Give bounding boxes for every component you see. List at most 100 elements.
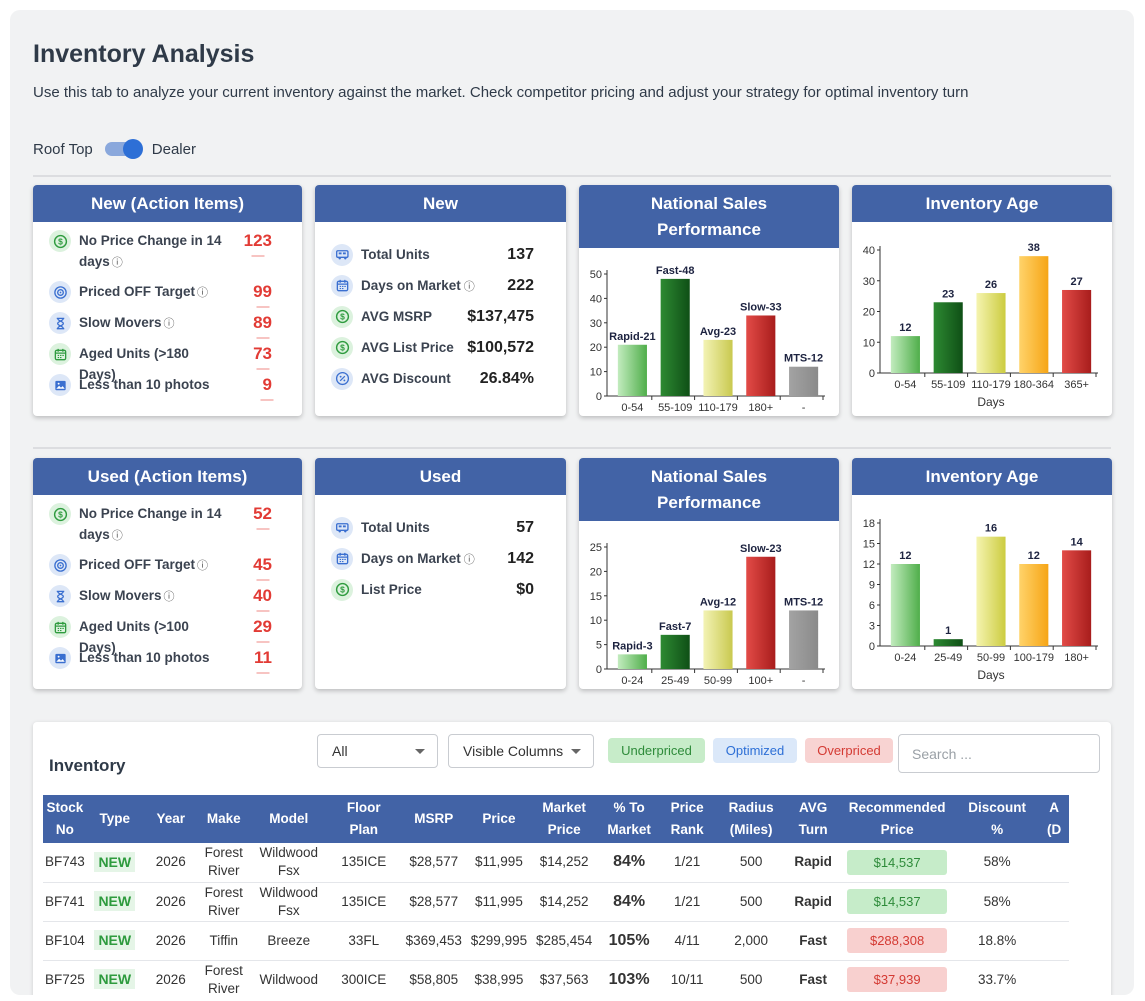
y-tick-label: 40 (590, 293, 602, 305)
table-row[interactable]: BF743 NEW 2026 Forest River Wildwood Fsx 135ICE… (43, 843, 1070, 883)
recommended-price-badge[interactable]: $14,537 (847, 849, 948, 875)
info-icon[interactable]: ⓘ (111, 257, 123, 269)
truncated-cell (1039, 921, 1070, 961)
chart-bar[interactable] (1062, 289, 1092, 373)
inventory-analysis-page: Inventory Analysis Use this tab to analy… (10, 10, 1134, 995)
bar-data-label: MTS-12 (784, 596, 823, 608)
column-header[interactable]: Recommended Price (839, 795, 956, 843)
column-header[interactable]: A (D (1039, 795, 1070, 843)
target-icon (49, 554, 71, 576)
chart-bar[interactable] (617, 654, 647, 669)
column-header[interactable]: Price (468, 795, 530, 843)
action-item-row[interactable]: Less than 10 photos 11 (49, 647, 286, 678)
stock-number-link[interactable]: BF725 (43, 960, 87, 995)
image-icon (49, 374, 71, 396)
column-header[interactable]: AVG Turn (787, 795, 840, 843)
action-item-count[interactable]: 89 (253, 313, 272, 332)
visible-columns-button[interactable]: Visible Columns (448, 734, 594, 768)
column-header[interactable]: Floor Plan (328, 795, 399, 843)
stock-number-link[interactable]: BF743 (43, 843, 87, 883)
chart-bar[interactable] (1062, 550, 1092, 646)
info-icon[interactable]: ⓘ (197, 287, 209, 299)
column-header[interactable]: Discount% (955, 795, 1040, 843)
chart-bar[interactable] (933, 302, 963, 373)
year-cell: 2026 (142, 882, 199, 922)
truncated-cell (1039, 960, 1070, 995)
action-item-count[interactable]: 99 (253, 282, 272, 301)
action-item-row[interactable]: Aged Units (>100 Days) 29 (49, 616, 286, 655)
action-item-count[interactable]: 40 (253, 586, 272, 605)
info-icon[interactable]: ⓘ (163, 318, 175, 330)
column-header[interactable]: Make (198, 795, 249, 843)
search-input[interactable]: Search ... (898, 734, 1100, 773)
action-item-row[interactable]: Priced OFF Target ⓘ 45 (49, 554, 286, 585)
rooftop-dealer-switch[interactable] (104, 139, 143, 159)
action-item-row[interactable]: Slow Movers ⓘ 40 (49, 585, 286, 616)
cell-text: Fsx (277, 863, 300, 879)
chart-bar[interactable] (746, 315, 776, 396)
info-icon[interactable]: ⓘ (163, 591, 175, 603)
column-header[interactable]: % To Market (599, 795, 660, 843)
column-header[interactable]: MSRP (398, 795, 469, 843)
column-header[interactable]: Type (86, 795, 143, 843)
recommended-price-badge[interactable]: $37,939 (847, 967, 948, 992)
stock-number-link[interactable]: BF104 (43, 921, 87, 961)
msrp-cell: $58,805 (398, 960, 469, 995)
chart-bar[interactable] (976, 536, 1006, 646)
action-item-row[interactable]: $ No Price Change in 14 days ⓘ 52 (49, 503, 286, 554)
chart-bar[interactable] (746, 556, 776, 669)
chart-bar[interactable] (789, 366, 819, 396)
column-header[interactable]: Year (142, 795, 199, 843)
table-row[interactable]: BF104 NEW 2026 Tiffin Breeze 33FL $369,453 $299… (43, 921, 1070, 961)
column-header[interactable]: Model (248, 795, 329, 843)
summary-value: 57 (516, 518, 534, 536)
msrp-cell: $28,577 (398, 882, 469, 922)
column-header[interactable]: Price Rank (659, 795, 716, 843)
stock-number-link[interactable]: BF741 (43, 882, 87, 922)
column-header[interactable]: Market Price (529, 795, 600, 843)
action-item-row[interactable]: Slow Movers ⓘ 89 (49, 312, 286, 343)
action-item-row[interactable]: $ No Price Change in 14 days ⓘ 123 (49, 230, 286, 281)
chart-bar[interactable] (976, 293, 1006, 373)
chart-bar[interactable] (703, 610, 733, 669)
recommended-price-badge[interactable]: $14,537 (847, 889, 948, 914)
action-item-count[interactable]: 45 (253, 555, 272, 574)
action-item-count[interactable]: 11 (254, 648, 272, 667)
recommended-price-badge[interactable]: $288,308 (847, 928, 948, 953)
type-filter-select[interactable]: All (317, 734, 438, 768)
chart-bar[interactable] (617, 344, 647, 396)
action-item-count[interactable]: 29 (253, 617, 272, 636)
table-row[interactable]: BF725 NEW 2026 Forest River Wildwood 300ICE $58… (43, 960, 1070, 995)
chart-bar[interactable] (703, 339, 733, 396)
chart-bar[interactable] (660, 278, 690, 396)
table-row[interactable]: BF741 NEW 2026 Forest River Wildwood Fsx 135ICE… (43, 882, 1070, 922)
column-header[interactable]: Stock No (43, 795, 87, 843)
model-cell: Wildwood Fsx (248, 843, 329, 883)
info-icon[interactable]: ⓘ (463, 280, 475, 293)
chart-bar[interactable] (890, 564, 920, 646)
action-item-count[interactable]: 73 (253, 344, 272, 363)
chart-bar[interactable] (890, 336, 920, 373)
action-item-count[interactable]: 9 (262, 375, 272, 394)
bar-data-label: Rapid-21 (609, 331, 655, 343)
action-item-label: No Price Change in 14 days ⓘ (79, 506, 222, 542)
column-header-text: Market (542, 800, 586, 815)
recommended-price-cell: $14,537 (839, 882, 956, 922)
action-item-count[interactable]: 123 (243, 231, 272, 250)
info-icon[interactable]: ⓘ (197, 560, 209, 572)
info-icon[interactable]: ⓘ (463, 553, 475, 566)
column-header[interactable]: Radius (Miles) (715, 795, 788, 843)
chart-bar[interactable] (1019, 256, 1049, 373)
action-item-row[interactable]: Aged Units (>180 Days) 73 (49, 343, 286, 382)
chart-bar[interactable] (933, 639, 963, 646)
bar-data-label: 12 (1028, 550, 1040, 562)
action-item-count[interactable]: 52 (253, 504, 272, 523)
bar-data-label: 26 (985, 279, 997, 291)
info-icon[interactable]: ⓘ (111, 530, 123, 542)
chart-bar[interactable] (789, 610, 819, 669)
chart-bar[interactable] (1019, 564, 1049, 646)
price-cell: $38,995 (468, 960, 530, 995)
action-item-row[interactable]: Priced OFF Target ⓘ 99 (49, 281, 286, 312)
action-item-row[interactable]: Less than 10 photos 9 (49, 374, 286, 405)
chart-bar[interactable] (660, 634, 690, 669)
